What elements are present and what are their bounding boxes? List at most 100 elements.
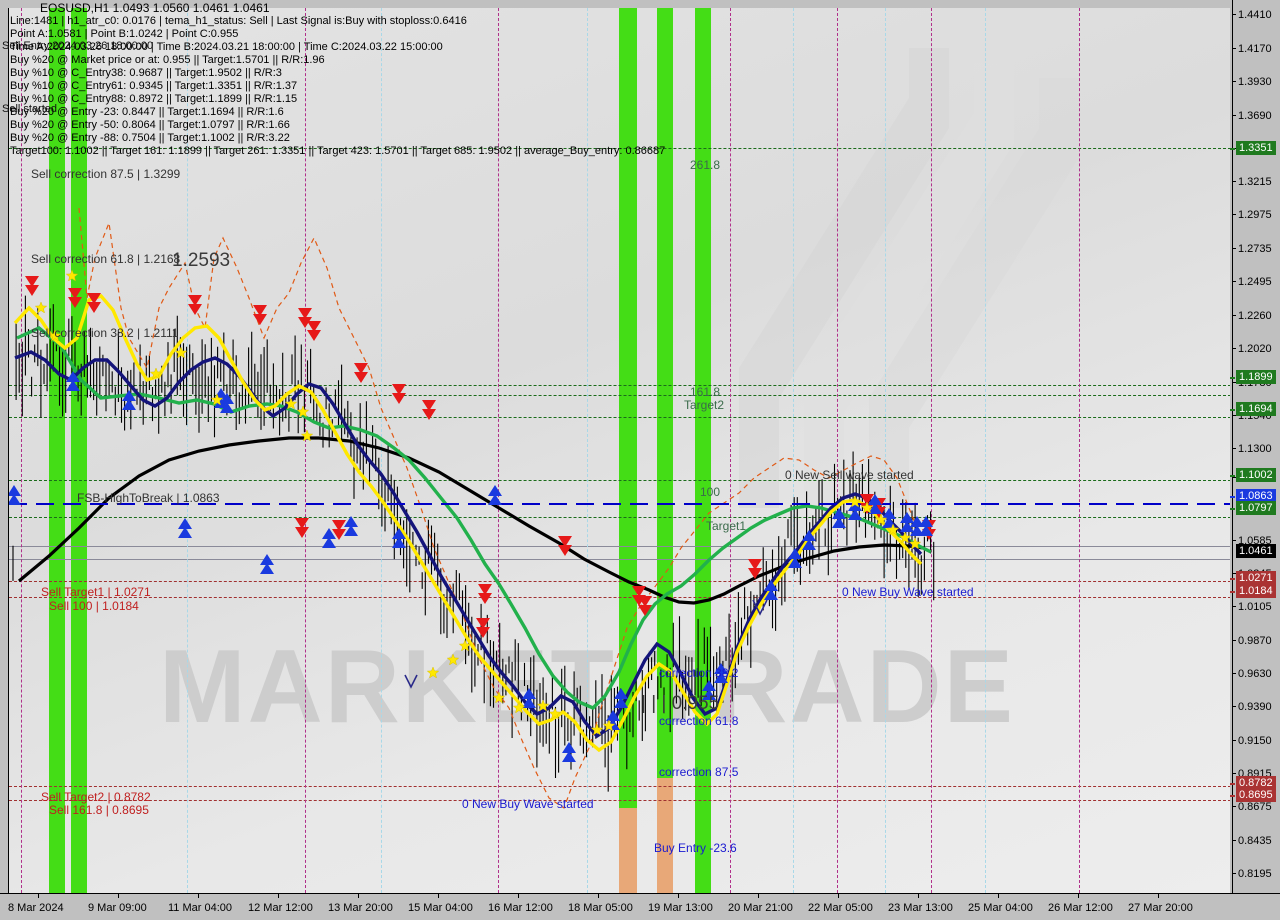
broker-logo-watermark [739, 48, 1079, 508]
time-tick-label: 26 Mar 12:00 [1048, 902, 1113, 914]
price-level-badge[interactable]: 1.0271 [1236, 571, 1276, 585]
time-tick-mark [1158, 894, 1159, 898]
chart-plot-area[interactable]: MARKET TRADE Sel [8, 8, 1231, 893]
session-separator-line [837, 8, 838, 893]
overlap-info-label: Sell Entry:2024.03.26 18:00:00 [2, 40, 154, 52]
price-level-marker [1230, 496, 1235, 498]
price-level-marker [1230, 148, 1235, 150]
sell-signal-arrow-icon [638, 596, 652, 616]
time-tick-mark [838, 894, 839, 898]
price-level-badge[interactable]: 1.0184 [1236, 584, 1276, 598]
chart-label: correction 38.2 [659, 666, 739, 680]
time-axis[interactable]: 8 Mar 2024 9 Mar 09:00 11 Mar 04:00 12 Mar … [0, 893, 1280, 920]
price-level-line [9, 546, 1231, 547]
time-tick-mark [598, 894, 599, 898]
target-level-line [9, 517, 1231, 518]
day-separator-line [985, 8, 986, 893]
price-level-badge[interactable]: 1.3351 [1236, 141, 1276, 155]
signal-star-icon [898, 531, 912, 544]
price-tick-label: 1.4410 [1238, 9, 1272, 21]
info-line: Line:1481 | h1_atr_c0: 0.0176 | tema_h1_… [10, 15, 467, 27]
price-level-badge[interactable]: 0.8695 [1236, 788, 1276, 802]
session-separator-line [498, 8, 499, 893]
price-tick-mark [1232, 348, 1236, 349]
day-separator-line [885, 8, 886, 893]
price-level-badge[interactable]: 0.8782 [1236, 776, 1276, 790]
signal-star-icon [590, 723, 604, 736]
day-separator-line [587, 8, 588, 893]
time-tick-label: 16 Mar 12:00 [488, 902, 553, 914]
price-level-marker [1230, 795, 1235, 797]
info-line: Target100: 1.1002 || Target 161: 1.1899 … [10, 145, 666, 157]
buy-signal-arrow-icon [522, 688, 536, 708]
price-axis[interactable]: 1.44101.41701.39301.36901.34501.32151.29… [1230, 0, 1280, 909]
price-tick-mark [1232, 115, 1236, 116]
price-level-marker [1230, 409, 1235, 411]
price-level-marker [1230, 377, 1235, 379]
chart-label: 261.8 [690, 158, 721, 172]
buy-signal-arrow-icon [488, 485, 502, 505]
buy-signal-arrow-icon [392, 528, 406, 548]
price-level-badge[interactable]: 1.1002 [1236, 468, 1276, 482]
price-level-badge[interactable]: 1.1694 [1236, 402, 1276, 416]
time-tick-label: 15 Mar 04:00 [408, 902, 473, 914]
price-level-badge[interactable]: 1.0863 [1236, 489, 1276, 503]
chart-label: 0 New Sell wave started [785, 468, 914, 482]
signal-star-icon [512, 701, 526, 714]
signal-star-icon [458, 639, 472, 652]
day-separator-line [187, 8, 188, 893]
price-level-badge[interactable]: 1.1899 [1236, 370, 1276, 384]
chart-label: Sell correction 38.2 | 1.2111 [31, 326, 179, 340]
price-tick-mark [1232, 573, 1236, 574]
time-tick-label: 13 Mar 20:00 [328, 902, 393, 914]
chart-label: 1.2593 [172, 250, 231, 271]
signal-star-icon [284, 397, 298, 410]
price-level-badge[interactable]: 1.0461 [1236, 544, 1276, 558]
highlight-band [71, 8, 87, 893]
buy-signal-arrow-icon [714, 663, 728, 683]
time-tick-mark [1078, 894, 1079, 898]
time-tick-mark [358, 894, 359, 898]
price-tick-mark [1232, 873, 1236, 874]
sell-level-line [9, 581, 1231, 582]
price-tick-mark [1232, 48, 1236, 49]
price-tick-label: 0.9870 [1238, 635, 1272, 647]
buy-signal-arrow-icon [802, 530, 816, 550]
time-tick-label: 12 Mar 12:00 [248, 902, 313, 914]
sell-signal-arrow-icon [295, 518, 309, 538]
chart-label: Buy Entry -50 [659, 892, 732, 893]
highlight-band [657, 778, 673, 893]
time-tick-label: 9 Mar 09:00 [88, 902, 147, 914]
buy-signal-arrow-icon [344, 516, 358, 536]
session-separator-line [1079, 8, 1080, 893]
buy-signal-arrow-icon [882, 508, 896, 528]
chart-label: 0 New Buy Wave started [842, 585, 974, 599]
signal-star-icon [426, 666, 440, 679]
price-tick-mark [1232, 640, 1236, 641]
time-tick-label: 22 Mar 05:00 [808, 902, 873, 914]
price-tick-label: 1.1300 [1238, 443, 1272, 455]
session-separator-line [730, 8, 731, 893]
sell-signal-arrow-icon [422, 400, 436, 420]
price-tick-mark [1232, 214, 1236, 215]
chart-label: Sell Target2 | 0.8782 [41, 790, 151, 804]
chart-label: Sell 161.8 | 0.8695 [49, 803, 149, 817]
target-level-line [9, 395, 1231, 396]
price-tick-mark [1232, 706, 1236, 707]
session-separator-line [931, 8, 932, 893]
price-level-badge[interactable]: 1.0797 [1236, 501, 1276, 515]
price-tick-mark [1232, 14, 1236, 15]
signal-star-icon [48, 329, 62, 342]
price-tick-mark [1232, 477, 1236, 478]
price-level-marker [1230, 578, 1235, 580]
price-tick-label: 0.9630 [1238, 668, 1272, 680]
time-tick-mark [918, 894, 919, 898]
target-level-line [9, 480, 1231, 481]
info-line: Buy %20 @ Entry -50: 0.8064 || Target:1.… [10, 119, 290, 131]
sell-signal-arrow-icon [354, 363, 368, 383]
chart-info-header: EOSUSD,H1 1.0493 1.0560 1.0461 1.0461 Li… [10, 1, 1220, 158]
info-line: Buy %10 @ C_Entry61: 0.9345 || Target:1.… [10, 80, 298, 92]
buy-signal-arrow-icon [260, 554, 274, 574]
sell-signal-arrow-icon [748, 559, 762, 579]
buy-signal-arrow-icon [66, 371, 80, 391]
